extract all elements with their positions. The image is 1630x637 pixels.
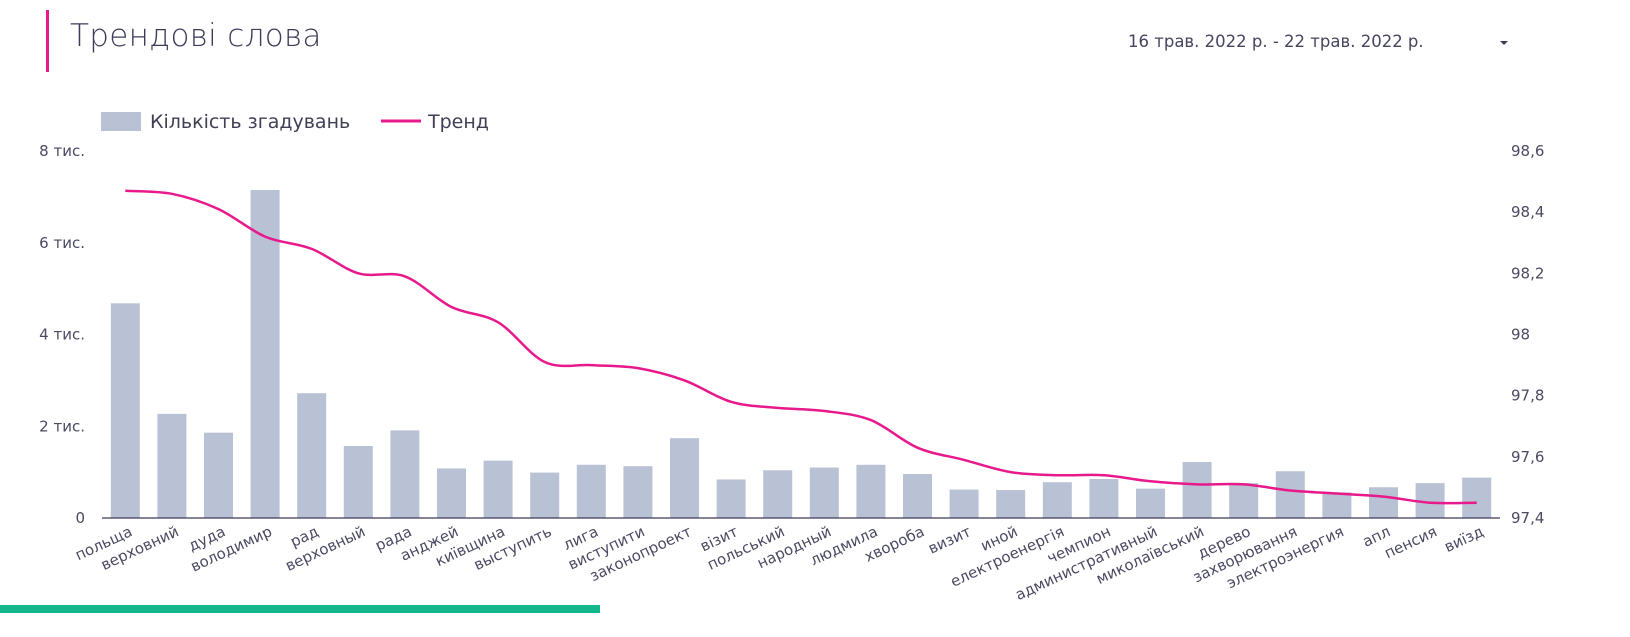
bar [1136, 488, 1165, 518]
bar [763, 470, 793, 518]
bar [110, 303, 140, 518]
bar [576, 464, 606, 518]
trend-line [125, 189, 1477, 505]
y-right-tick-label: 97,4 [1511, 509, 1544, 527]
bar [390, 430, 420, 518]
page-title: Трендові слова [70, 18, 322, 54]
bar [670, 438, 699, 518]
y-right-tick-label: 97,6 [1511, 448, 1544, 466]
bar [1322, 492, 1352, 518]
bar [530, 472, 560, 518]
bar [297, 393, 327, 518]
bar [204, 432, 233, 518]
bar [1275, 471, 1305, 518]
y-left-tick-label: 4 тис. [39, 326, 85, 344]
date-range-selector[interactable]: 16 трав. 2022 р. - 22 трав. 2022 р. [1128, 32, 1520, 54]
y-left-tick-label: 0 [75, 509, 85, 527]
bar [1369, 487, 1398, 518]
legend-swatch-bars [101, 112, 141, 131]
x-tick-label: виїзд [1442, 522, 1487, 556]
date-range-value: 16 трав. 2022 р. - 22 трав. 2022 р. [1128, 32, 1424, 51]
bar [1042, 482, 1072, 518]
bar [856, 464, 886, 518]
bar [483, 460, 513, 518]
bar [250, 189, 280, 518]
bar [1089, 479, 1119, 518]
y-axis-right: 97,4 97,6 97,8 98 98,2 98,4 98,6 [1511, 142, 1544, 527]
bar [1182, 462, 1212, 518]
bar [809, 467, 839, 518]
bar [623, 466, 653, 518]
x-tick-label: визит [925, 522, 974, 557]
y-right-tick-label: 97,8 [1511, 387, 1544, 405]
bar-series [110, 189, 1492, 518]
y-right-tick-label: 98,2 [1511, 264, 1544, 282]
y-axis-left: 0 2 тис. 4 тис. 6 тис. 8 тис. [39, 142, 85, 527]
title-accent-bar [46, 10, 49, 72]
chart-legend: Кількість згадувань Тренд [101, 111, 489, 133]
y-left-tick-label: 6 тис. [39, 234, 85, 252]
bottom-progress-strip [0, 605, 600, 613]
bar [903, 473, 932, 518]
x-tick-label: пенсия [1382, 522, 1440, 562]
bar [1462, 477, 1492, 518]
bar [157, 413, 187, 518]
bar [437, 468, 466, 518]
bar [996, 490, 1026, 518]
legend-label-trend: Тренд [427, 111, 489, 133]
bar [1229, 483, 1259, 518]
bar [343, 445, 373, 518]
y-right-tick-label: 98 [1511, 326, 1530, 344]
bar [949, 489, 979, 518]
legend-label-bars: Кількість згадувань [150, 111, 350, 133]
y-right-tick-label: 98,6 [1511, 142, 1544, 160]
y-left-tick-label: 2 тис. [39, 417, 85, 435]
bar [716, 479, 746, 518]
y-right-tick-label: 98,4 [1511, 203, 1544, 221]
y-left-tick-label: 8 тис. [39, 142, 85, 160]
caret-down-icon[interactable] [1500, 41, 1508, 45]
